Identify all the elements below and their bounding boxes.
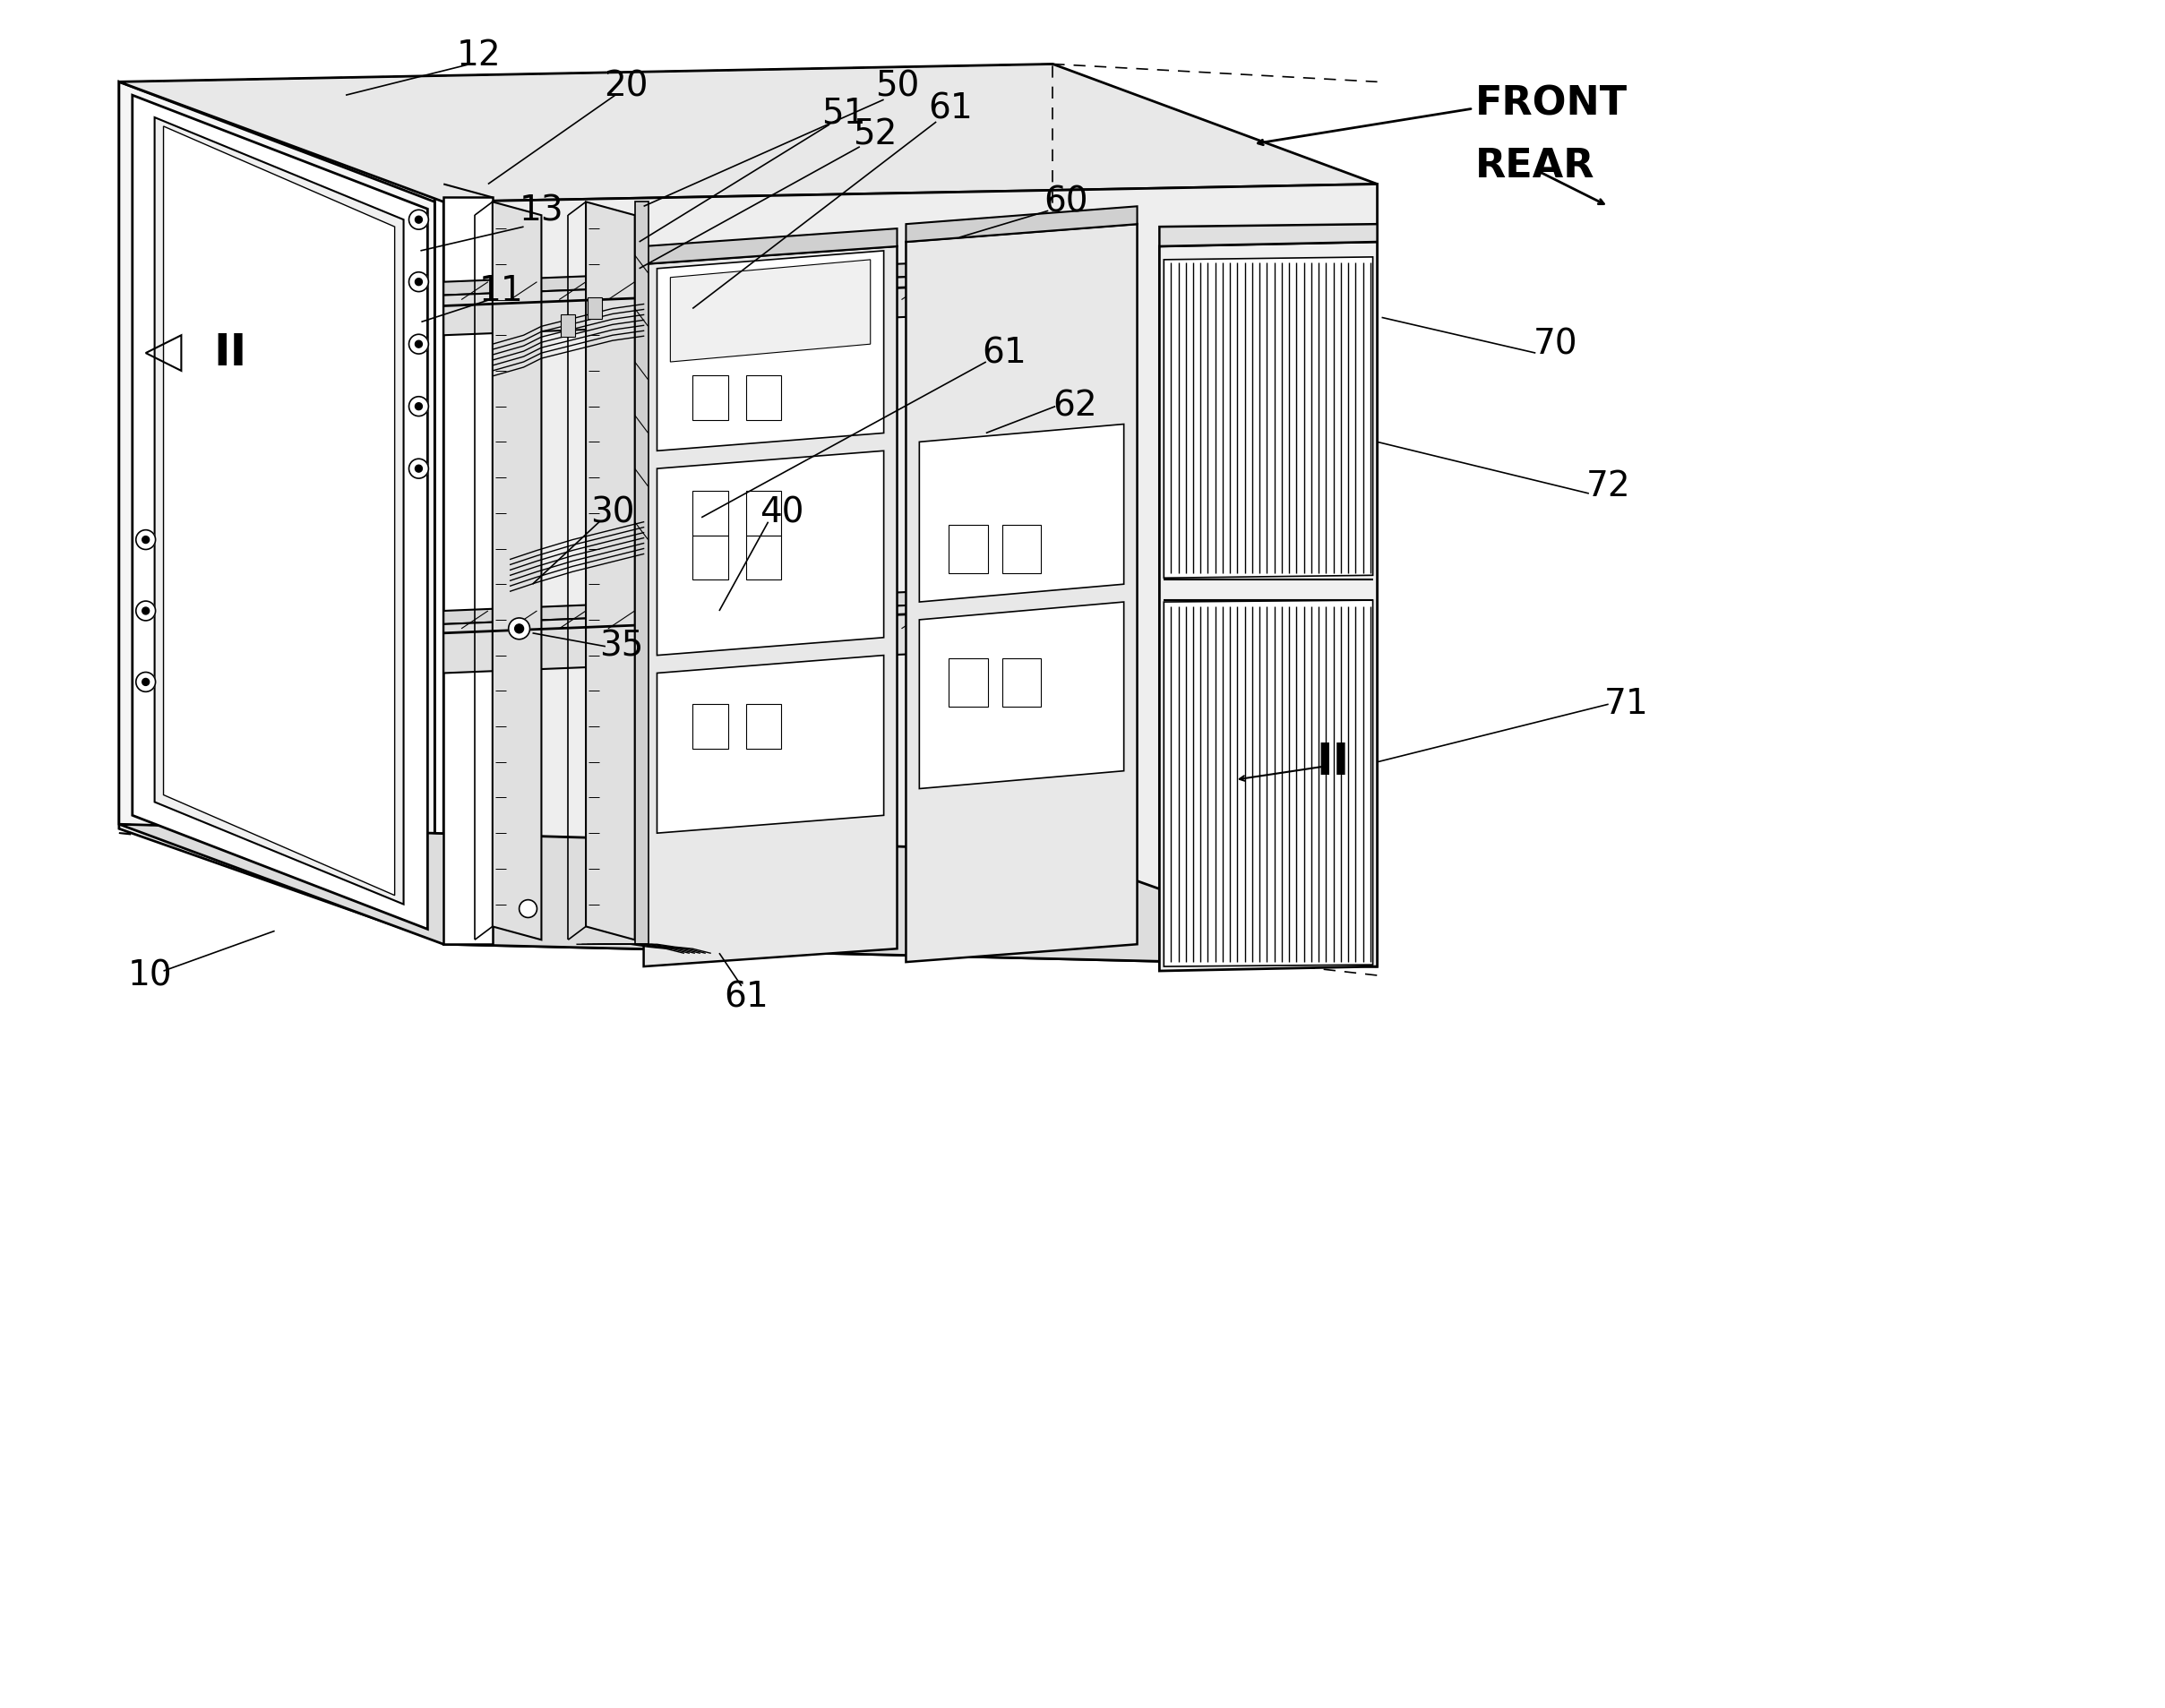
- Circle shape: [409, 272, 429, 292]
- Polygon shape: [444, 584, 1102, 623]
- Circle shape: [416, 278, 422, 285]
- Polygon shape: [1160, 224, 1377, 246]
- Circle shape: [416, 403, 422, 410]
- Text: 72: 72: [1587, 470, 1630, 504]
- Polygon shape: [119, 825, 1377, 967]
- Circle shape: [136, 673, 156, 692]
- Bar: [693, 490, 727, 535]
- Bar: [693, 535, 727, 579]
- Polygon shape: [119, 82, 435, 939]
- Text: 50: 50: [875, 70, 920, 102]
- Circle shape: [136, 601, 156, 620]
- Polygon shape: [634, 202, 647, 945]
- Bar: [948, 524, 987, 574]
- Text: 51: 51: [821, 96, 866, 130]
- Bar: [747, 704, 782, 748]
- Polygon shape: [656, 451, 883, 656]
- Polygon shape: [587, 202, 634, 939]
- Text: 52: 52: [853, 118, 896, 152]
- Text: 13: 13: [520, 193, 563, 227]
- Bar: [1002, 658, 1041, 707]
- Polygon shape: [1165, 600, 1373, 967]
- Polygon shape: [905, 224, 1137, 962]
- Text: REAR: REAR: [1474, 147, 1596, 186]
- Bar: [693, 704, 727, 748]
- Circle shape: [143, 608, 149, 615]
- Polygon shape: [444, 254, 1119, 295]
- Circle shape: [509, 618, 530, 639]
- Polygon shape: [656, 656, 883, 834]
- Polygon shape: [905, 207, 1137, 243]
- Polygon shape: [132, 96, 429, 929]
- Polygon shape: [1160, 243, 1377, 970]
- Polygon shape: [656, 251, 883, 451]
- Circle shape: [409, 459, 429, 478]
- Bar: [1002, 524, 1041, 574]
- Polygon shape: [671, 260, 870, 362]
- Polygon shape: [491, 202, 541, 939]
- Text: 60: 60: [1044, 184, 1089, 219]
- Circle shape: [416, 215, 422, 224]
- Circle shape: [416, 340, 422, 348]
- Circle shape: [409, 335, 429, 354]
- Text: 35: 35: [600, 629, 643, 663]
- Polygon shape: [119, 82, 435, 939]
- Text: 30: 30: [591, 495, 634, 529]
- Polygon shape: [643, 229, 896, 265]
- Text: 40: 40: [760, 495, 803, 529]
- Bar: [747, 376, 782, 420]
- Circle shape: [136, 529, 156, 550]
- Text: 20: 20: [604, 70, 647, 102]
- Text: 61: 61: [929, 92, 972, 125]
- Polygon shape: [920, 424, 1124, 601]
- Polygon shape: [444, 184, 491, 198]
- Polygon shape: [444, 268, 1119, 335]
- Polygon shape: [444, 198, 491, 945]
- Circle shape: [515, 623, 524, 634]
- Circle shape: [416, 465, 422, 471]
- Text: 61: 61: [981, 336, 1026, 371]
- Polygon shape: [1165, 256, 1373, 577]
- Text: 71: 71: [1604, 687, 1648, 721]
- Text: 12: 12: [457, 38, 502, 72]
- Bar: [747, 535, 782, 579]
- Polygon shape: [119, 63, 1377, 202]
- Polygon shape: [444, 184, 1377, 967]
- Text: FRONT: FRONT: [1474, 85, 1628, 123]
- Text: 11: 11: [478, 273, 524, 307]
- Polygon shape: [165, 126, 394, 895]
- Text: 70: 70: [1533, 326, 1578, 360]
- Bar: [561, 314, 576, 336]
- Text: II: II: [1316, 741, 1349, 784]
- Polygon shape: [444, 598, 1102, 673]
- Text: 10: 10: [128, 958, 173, 992]
- Polygon shape: [920, 601, 1124, 789]
- Bar: [587, 297, 602, 319]
- Text: 61: 61: [723, 980, 769, 1015]
- Circle shape: [143, 678, 149, 685]
- Circle shape: [520, 900, 537, 917]
- Bar: [948, 658, 987, 707]
- Text: II: II: [214, 331, 247, 374]
- Polygon shape: [154, 118, 403, 904]
- Bar: [693, 376, 727, 420]
- Bar: [747, 490, 782, 535]
- Circle shape: [409, 210, 429, 229]
- Text: 62: 62: [1052, 389, 1098, 424]
- Polygon shape: [643, 246, 896, 967]
- Circle shape: [143, 536, 149, 543]
- Circle shape: [409, 396, 429, 417]
